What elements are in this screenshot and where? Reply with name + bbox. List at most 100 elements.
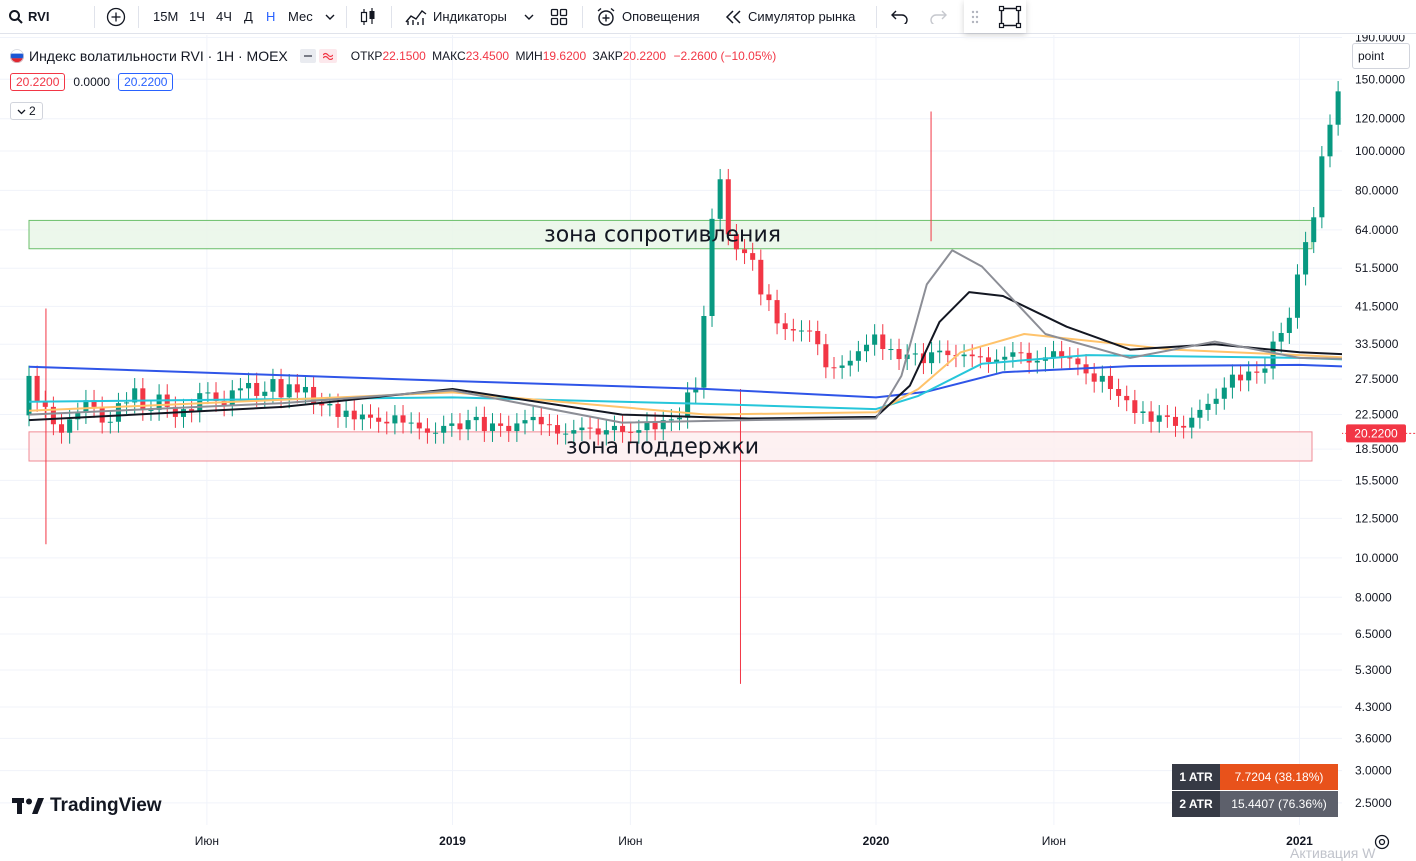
candle-body [685, 392, 691, 418]
time-tick-label: 2019 [439, 834, 466, 848]
candle-body [311, 386, 317, 404]
tab-15m[interactable]: 15М [153, 9, 179, 24]
symbol-search-button[interactable]: RVI [8, 0, 49, 33]
candle-body [197, 393, 203, 412]
candle-body [140, 388, 146, 410]
open-label: ОТКР [350, 49, 383, 63]
candle-body [969, 354, 975, 357]
tab-4h[interactable]: 4Ч [216, 9, 232, 24]
candle-body [416, 422, 422, 429]
tab-day[interactable]: Д [244, 9, 253, 24]
close-value: 20.2200 [622, 49, 667, 63]
candle-body [1294, 274, 1300, 318]
candle-body [132, 388, 138, 403]
layouts-button[interactable] [550, 0, 568, 33]
price-tick-label: 190.0000 [1355, 35, 1405, 45]
grid [0, 35, 1342, 825]
redo-button[interactable] [929, 0, 947, 33]
candle-body [156, 394, 162, 410]
indicators-dropdown[interactable] [524, 0, 534, 33]
sell-price-button[interactable]: 20.2200 [10, 73, 66, 91]
candle-body [798, 330, 804, 332]
candle-body [1075, 358, 1081, 365]
candle-body [1164, 415, 1170, 417]
price-tick-label: 22.5000 [1355, 408, 1399, 422]
wave-icon [322, 52, 333, 60]
compare-button[interactable] [106, 0, 126, 33]
alerts-button[interactable]: Оповещения [596, 0, 700, 33]
candle-body [831, 367, 837, 369]
candle-body [733, 234, 739, 250]
candle-body [1059, 351, 1065, 358]
scale-mode-button[interactable]: point [1352, 43, 1410, 69]
hidden-count: 2 [29, 104, 36, 118]
fullscreen-icon[interactable] [998, 5, 1022, 29]
buy-price-button[interactable]: 20.2200 [118, 73, 174, 91]
tab-month[interactable]: Мес [288, 9, 313, 24]
price-tick-label: 80.0000 [1355, 183, 1399, 197]
price-tick-label: 64.0000 [1355, 223, 1399, 237]
plus-circle-icon [106, 7, 126, 26]
activation-watermark: Активация W [1290, 845, 1376, 861]
candle-body [717, 179, 723, 219]
support-zone-label: зона поддержки [566, 434, 759, 459]
low-value: 19.6200 [542, 49, 587, 63]
timeframe-dropdown[interactable] [325, 0, 335, 33]
candle-body [343, 410, 349, 417]
candle-body [758, 259, 764, 295]
price-axis[interactable]: 190.0000 150.0000 120.0000 100.0000 80.0000 6… [1342, 35, 1416, 857]
candle-body [977, 356, 983, 358]
candle-body [693, 387, 699, 393]
drag-handle-icon[interactable] [970, 9, 980, 25]
flag-icon [10, 49, 24, 63]
candle-body [1238, 374, 1244, 381]
atr-value: 7.7204 (38.18%) [1220, 764, 1338, 790]
candle-body [863, 344, 870, 352]
replay-button[interactable]: Симулятор рынка [725, 0, 855, 33]
wave-button[interactable] [318, 49, 337, 63]
candle-body [839, 365, 845, 368]
price-chart[interactable]: зона сопротивления зона поддержки 190.000… [0, 35, 1416, 857]
chart-type-button[interactable] [359, 0, 377, 33]
candle-body [603, 430, 609, 435]
price-tick-label: 12.5000 [1355, 511, 1399, 525]
candle-body [742, 249, 748, 254]
candle-body [67, 419, 73, 433]
candle-body [1026, 352, 1032, 363]
candle-body [636, 430, 642, 433]
candle-body [83, 400, 89, 413]
indicators-toggle-button[interactable]: 2 [10, 102, 43, 120]
candle-body [148, 409, 154, 411]
low-label: МИН [515, 49, 543, 63]
high-label: МАКС [432, 49, 466, 63]
candle-body [725, 179, 731, 235]
candle-body [1172, 416, 1179, 426]
candle-body [237, 388, 243, 391]
hide-legend-button[interactable] [299, 49, 316, 63]
ohlc-values: ОТКР22.1500 МАКС23.4500 МИН19.6200 ЗАКР2… [351, 49, 776, 63]
candle-body [1303, 242, 1309, 275]
candle-body [888, 349, 894, 351]
spread-value: 0.0000 [73, 75, 111, 89]
gear-icon[interactable] [1373, 833, 1391, 851]
price-tick-label: 51.5000 [1355, 261, 1399, 275]
tab-1h[interactable]: 1Ч [189, 9, 205, 24]
candle-body [660, 420, 666, 430]
candle-body [1278, 332, 1284, 342]
tab-week[interactable]: Н [266, 9, 276, 24]
tradingview-logo-icon [12, 798, 44, 814]
candle-body [774, 300, 780, 324]
candle-body [929, 352, 935, 364]
atr-label: 1 ATR [1172, 764, 1220, 790]
candle-body [473, 416, 479, 421]
logo-text: TradingView [50, 795, 162, 816]
candle-body [1221, 387, 1227, 399]
tradingview-logo[interactable]: TradingView [12, 795, 162, 817]
indicators-button[interactable]: Индикаторы [405, 0, 507, 33]
candle-body [652, 422, 658, 430]
time-tick-label: Июн [1042, 834, 1066, 848]
zones [28, 219, 1313, 462]
undo-button[interactable] [891, 0, 909, 33]
candle-body [465, 420, 471, 430]
time-axis[interactable]: Июн2019Июн2020Июн2021Июн2022Июн2023Июн20… [0, 825, 1416, 857]
